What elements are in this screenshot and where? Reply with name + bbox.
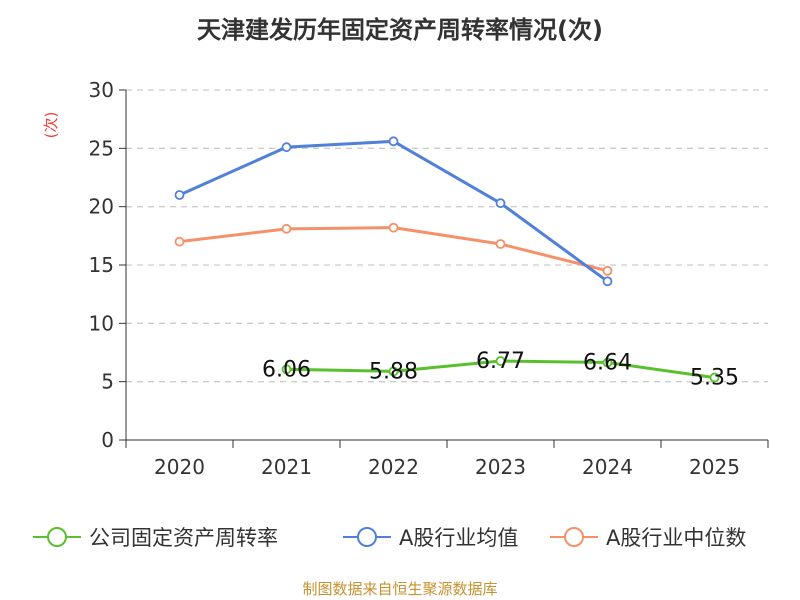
data-point — [602, 276, 613, 287]
series-lines — [174, 136, 720, 383]
data-point — [495, 356, 506, 366]
data-point — [495, 198, 506, 209]
data-point — [709, 372, 720, 383]
legend-label: A股行业均值 — [399, 526, 518, 550]
x-tick-label: 2022 — [368, 455, 419, 479]
legend-label: 公司固定资产周转率 — [89, 526, 278, 550]
data-point — [602, 265, 613, 276]
grid-lines — [126, 89, 768, 383]
chart-title: 天津建发历年固定资产周转率情况(次) — [197, 16, 603, 44]
y-tick-label: 30 — [89, 78, 114, 102]
y-tick-label: 5 — [101, 370, 114, 394]
data-label: 6.77 — [476, 349, 525, 374]
x-tick-label: 2021 — [261, 455, 312, 479]
legend-marker — [564, 527, 584, 547]
data-point — [388, 136, 399, 147]
series-line — [178, 139, 609, 283]
data-label: 6.06 — [262, 357, 311, 382]
data-label: 6.64 — [583, 351, 632, 376]
source-note: 制图数据来自恒生聚源数据库 — [302, 580, 498, 598]
y-tick-label: 15 — [89, 253, 114, 277]
legend-item[interactable]: A股行业均值 — [343, 526, 518, 550]
y-tick-label: 25 — [89, 136, 114, 160]
x-tick-label: 2020 — [154, 455, 205, 479]
data-label: 5.35 — [690, 366, 739, 391]
legend-item[interactable]: 公司固定资产周转率 — [33, 526, 278, 550]
x-tick-label: 2024 — [582, 455, 633, 479]
legend-marker — [47, 527, 67, 547]
y-tick-label: 20 — [89, 195, 114, 219]
data-point — [281, 223, 292, 234]
data-point — [281, 364, 292, 375]
data-point — [602, 357, 613, 368]
legend-marker — [357, 527, 377, 547]
data-point — [388, 366, 399, 377]
legend-item[interactable]: A股行业中位数 — [550, 526, 746, 550]
data-point — [388, 222, 399, 233]
data-point — [174, 236, 185, 247]
data-label: 5.88 — [369, 359, 418, 384]
legend[interactable]: 公司固定资产周转率 A股行业均值 A股行业中位数 — [33, 526, 746, 550]
y-axis-label: (次) — [42, 112, 60, 139]
x-tick-label: 2023 — [475, 455, 526, 479]
data-labels: 6.06 5.88 6.77 6.64 5.35 — [262, 349, 739, 391]
data-point — [495, 239, 506, 249]
legend-label: A股行业中位数 — [606, 526, 746, 550]
x-tick-label: 2025 — [689, 455, 740, 479]
data-point — [281, 142, 292, 153]
y-tick-label: 10 — [89, 311, 114, 335]
y-tick-label: 0 — [101, 428, 114, 452]
data-point — [174, 190, 185, 200]
